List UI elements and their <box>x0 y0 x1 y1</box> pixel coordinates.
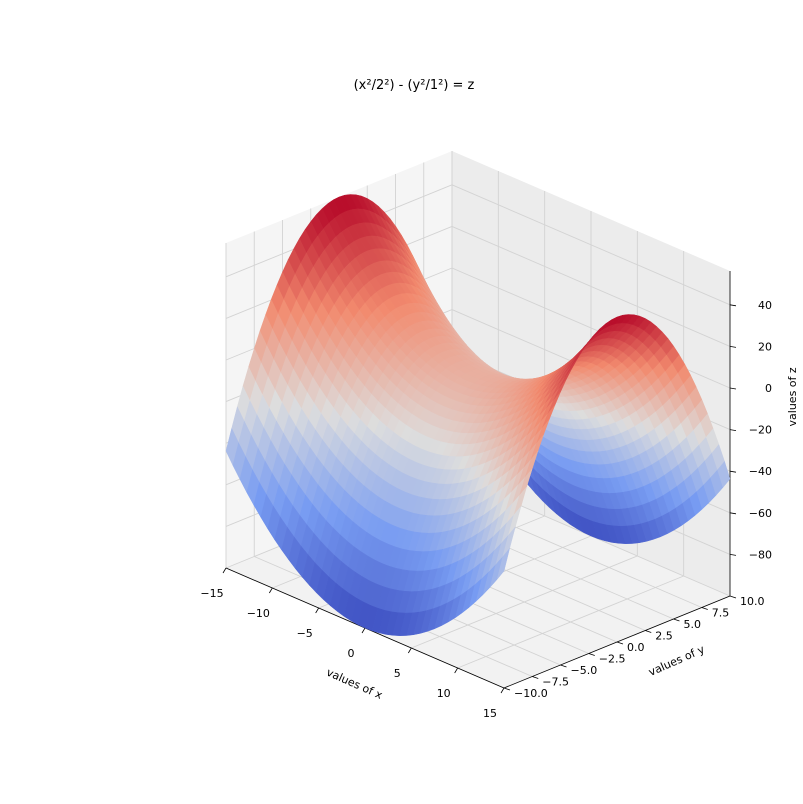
y-tick-mark <box>645 630 652 633</box>
y-tick-mark <box>673 618 680 622</box>
y-tick-mark <box>616 641 624 645</box>
z-tick-mark <box>729 554 737 556</box>
x-tick-label: 15 <box>483 707 497 720</box>
z-tick-label: 0 <box>765 382 772 395</box>
z-tick-mark <box>729 387 737 390</box>
x-tick-mark <box>454 667 459 674</box>
z-tick-mark <box>729 429 737 431</box>
z-tick-label: −80 <box>749 548 772 561</box>
y-tick-label: −5.0 <box>571 664 598 677</box>
y-tick-mark <box>588 653 595 656</box>
y-tick-label: 2.5 <box>655 630 673 643</box>
x-tick-label: −15 <box>200 587 223 600</box>
z-gridline <box>451 184 731 306</box>
y-tick-mark <box>532 676 539 679</box>
z-tick-label: 40 <box>758 299 772 312</box>
y-tick-mark <box>729 595 737 599</box>
y-tick-mark <box>560 664 567 668</box>
y-tick-mark <box>701 607 708 610</box>
x-tick-mark <box>315 607 320 614</box>
tick-labels: −15 −10 −5 0 5 10 15 −10.0−7.5−5.0−2.50.0 2.5 5.0… <box>200 299 772 720</box>
x-axis-label: values of x <box>324 666 384 702</box>
y-tick-label: 5.0 <box>684 618 702 631</box>
z-tick-label: −20 <box>749 424 772 437</box>
surface-patch <box>496 548 510 580</box>
z-tick-mark <box>729 470 737 473</box>
x-tick-mark <box>361 627 366 634</box>
x-tick-mark <box>407 647 412 654</box>
x-tick-label: −5 <box>297 627 313 640</box>
y-tick-label: −2.5 <box>599 653 626 666</box>
x-tick-mark <box>222 567 227 574</box>
z-tick-mark <box>729 512 737 515</box>
z-tick-label: 20 <box>758 340 772 353</box>
y-tick-label: −7.5 <box>542 676 569 689</box>
surface <box>225 194 731 636</box>
z-tick-label: −60 <box>749 507 772 520</box>
x-tick-label: 0 <box>348 647 355 660</box>
y-tick-label: 10.0 <box>740 595 765 608</box>
x-tick-mark <box>500 687 505 694</box>
y-tick-label: −10.0 <box>514 687 548 700</box>
z-gridline <box>451 225 731 347</box>
y-tick-label: 7.5 <box>712 607 730 620</box>
y-tick-label: 0.0 <box>627 641 645 654</box>
x-tick-label: 5 <box>394 667 401 680</box>
z-axis-label: values of z <box>786 367 799 426</box>
z-tick-mark <box>729 304 737 307</box>
z-tick-label: −40 <box>749 465 772 478</box>
x-tick-label: −10 <box>247 607 270 620</box>
y-tick-mark <box>503 687 511 691</box>
x-tick-mark <box>268 587 273 594</box>
y-axis-label: values of y <box>647 642 707 678</box>
chart-title: (x²/2²) - (y²/1²) = z <box>354 78 475 93</box>
z-tick-mark <box>729 346 737 348</box>
x-tick-label: 10 <box>437 687 451 700</box>
